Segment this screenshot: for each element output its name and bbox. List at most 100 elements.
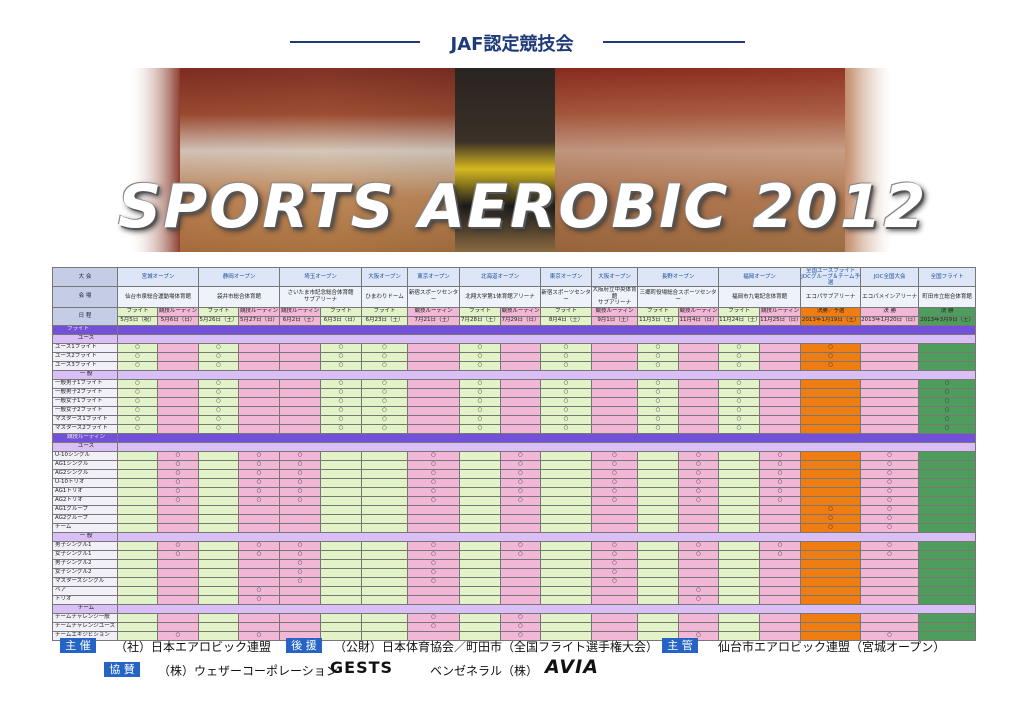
cell-mark: ○ xyxy=(591,486,639,497)
event-date: 11月25日（日） xyxy=(759,315,802,326)
cell xyxy=(117,504,158,515)
cell xyxy=(156,594,200,605)
cell-mark: ○ xyxy=(759,459,802,470)
cell xyxy=(117,585,158,596)
cell-mark: ○ xyxy=(637,342,680,353)
cell xyxy=(361,558,409,569)
cell xyxy=(238,621,281,632)
cell-mark: ○ xyxy=(718,342,761,353)
cell xyxy=(718,594,761,605)
row-label: U-10トリオ xyxy=(52,477,118,488)
cell xyxy=(678,360,720,371)
event-name: 全国フライト xyxy=(918,267,977,287)
cell-mark: ○ xyxy=(860,495,920,506)
venue: 新宿スポーツセンター xyxy=(407,286,461,308)
cell-mark: ○ xyxy=(279,558,322,569)
cell xyxy=(279,414,322,425)
cell xyxy=(759,423,802,434)
cell xyxy=(718,576,761,587)
group-row: 一 般 xyxy=(52,369,977,380)
cell xyxy=(320,522,363,533)
cell-mark: ○ xyxy=(117,360,158,371)
cell-mark: ○ xyxy=(361,423,409,434)
event-type: フライト xyxy=(637,306,680,317)
cell-mark: ○ xyxy=(759,450,802,461)
cell xyxy=(800,612,862,623)
cell xyxy=(860,621,920,632)
event-row-item: AG2トリオ ○ ○ ○ ○ ○ ○ ○ ○ ○ xyxy=(52,495,977,506)
cell-mark: ○ xyxy=(918,396,977,407)
cell xyxy=(117,594,158,605)
cell xyxy=(860,342,920,353)
schedule-table: 大 会宮城オープン 静岡オープン 埼玉オープン 大阪オープン 東京オープン 北海道オープン… xyxy=(52,267,977,641)
cell-mark: ○ xyxy=(637,351,680,362)
cell-mark: ○ xyxy=(860,504,920,515)
cell xyxy=(637,594,680,605)
cell xyxy=(860,423,920,434)
cell xyxy=(320,549,363,560)
cell xyxy=(198,612,240,623)
cell xyxy=(500,342,542,353)
cell xyxy=(637,576,680,587)
event-type: 競技ルーティン xyxy=(759,306,802,317)
cell xyxy=(800,405,862,416)
row-label: AG2シングル xyxy=(52,468,118,479)
cell-mark: ○ xyxy=(500,495,542,506)
cell-mark: ○ xyxy=(918,423,977,434)
cell-mark: ○ xyxy=(156,549,200,560)
cell-mark: ○ xyxy=(591,468,639,479)
cell-mark: ○ xyxy=(860,468,920,479)
cell xyxy=(361,540,409,551)
cell xyxy=(320,513,363,524)
row-label: 男子シングル1 xyxy=(52,540,118,551)
cell xyxy=(591,504,639,515)
cell xyxy=(459,612,502,623)
row-label: ペア xyxy=(52,585,118,596)
section-label: 競技ルーティン xyxy=(52,432,118,443)
cell-mark: ○ xyxy=(198,414,240,425)
cell xyxy=(637,558,680,569)
cell-mark: ○ xyxy=(361,378,409,389)
row-label: ユース3フライト xyxy=(52,360,118,371)
cell xyxy=(591,405,639,416)
row-label: AG1シングル xyxy=(52,459,118,470)
cell xyxy=(718,612,761,623)
event-row-item: マスターズシングル ○ ○ ○ xyxy=(52,576,977,587)
cell-mark: ○ xyxy=(407,540,461,551)
group-fill xyxy=(116,333,977,344)
cell xyxy=(860,612,920,623)
cell xyxy=(407,351,461,362)
cell xyxy=(320,450,363,461)
cell xyxy=(156,612,200,623)
event-row-item: チームチャレンジユース ○ ○ xyxy=(52,621,977,632)
venue: 大阪府立中央体育館 サブアリーナ xyxy=(591,286,639,308)
cell xyxy=(459,576,502,587)
cell xyxy=(637,459,680,470)
cell-mark: ○ xyxy=(198,342,240,353)
cell xyxy=(279,612,322,623)
cell xyxy=(540,612,593,623)
cell xyxy=(407,405,461,416)
event-row-item: トリオ ○ ○ xyxy=(52,594,977,605)
cell xyxy=(279,396,322,407)
cell xyxy=(156,396,200,407)
event-date: 2013年3月9日（土） xyxy=(918,315,977,326)
cell-mark: ○ xyxy=(320,360,363,371)
cell-mark: ○ xyxy=(540,378,593,389)
venue: ひまわりドーム xyxy=(361,286,409,308)
event-date: 5月5日（祝） xyxy=(117,315,158,326)
group-label: ユース xyxy=(52,333,118,344)
cell-mark: ○ xyxy=(407,558,461,569)
cell xyxy=(198,567,240,578)
cell xyxy=(637,612,680,623)
cell-mark: ○ xyxy=(459,405,502,416)
cell-mark: ○ xyxy=(800,513,862,524)
cell-mark: ○ xyxy=(860,477,920,488)
cell-mark: ○ xyxy=(500,630,542,641)
cell xyxy=(860,585,920,596)
event-type: フライト xyxy=(459,306,502,317)
cell xyxy=(117,477,158,488)
cell xyxy=(361,612,409,623)
event-row-item: マスターズ1フライト ○ ○ ○ ○ ○ ○ ○ ○ ○ xyxy=(52,414,977,425)
event-type: フライト xyxy=(718,306,761,317)
